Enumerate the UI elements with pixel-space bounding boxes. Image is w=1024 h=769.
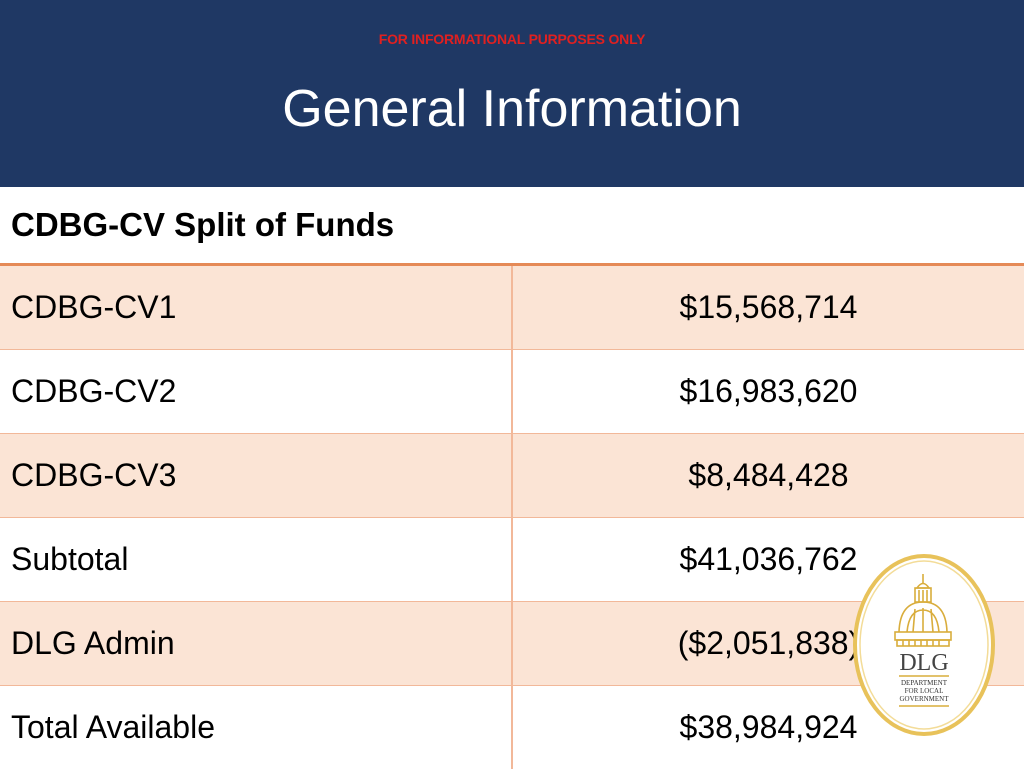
slide-header: FOR INFORMATIONAL PURPOSES ONLY General …	[0, 0, 1024, 187]
table-heading-row: CDBG-CV Split of Funds	[0, 187, 1024, 265]
table-row: CDBG-CV1 $15,568,714	[0, 265, 1024, 350]
row-amount: $15,568,714	[512, 265, 1024, 350]
row-label: Subtotal	[0, 518, 512, 602]
disclaimer-text: FOR INFORMATIONAL PURPOSES ONLY	[0, 31, 1024, 47]
logo-line3: GOVERNMENT	[900, 695, 950, 703]
dlg-logo: DLG DEPARTMENT FOR LOCAL GOVERNMENT	[851, 552, 997, 738]
row-amount: $16,983,620	[512, 350, 1024, 434]
row-label: CDBG-CV2	[0, 350, 512, 434]
logo-line1: DEPARTMENT	[901, 679, 948, 687]
row-label: Total Available	[0, 686, 512, 769]
row-label: CDBG-CV1	[0, 265, 512, 350]
table-row: CDBG-CV2 $16,983,620	[0, 350, 1024, 434]
dlg-seal-icon: DLG DEPARTMENT FOR LOCAL GOVERNMENT	[851, 552, 997, 738]
row-label: CDBG-CV3	[0, 434, 512, 518]
slide-title: General Information	[0, 74, 1024, 144]
table-heading: CDBG-CV Split of Funds	[0, 187, 1024, 265]
logo-line2: FOR LOCAL	[905, 687, 944, 695]
logo-abbr: DLG	[899, 650, 948, 676]
row-label: DLG Admin	[0, 602, 512, 686]
table-row: CDBG-CV3 $8,484,428	[0, 434, 1024, 518]
row-amount: $8,484,428	[512, 434, 1024, 518]
